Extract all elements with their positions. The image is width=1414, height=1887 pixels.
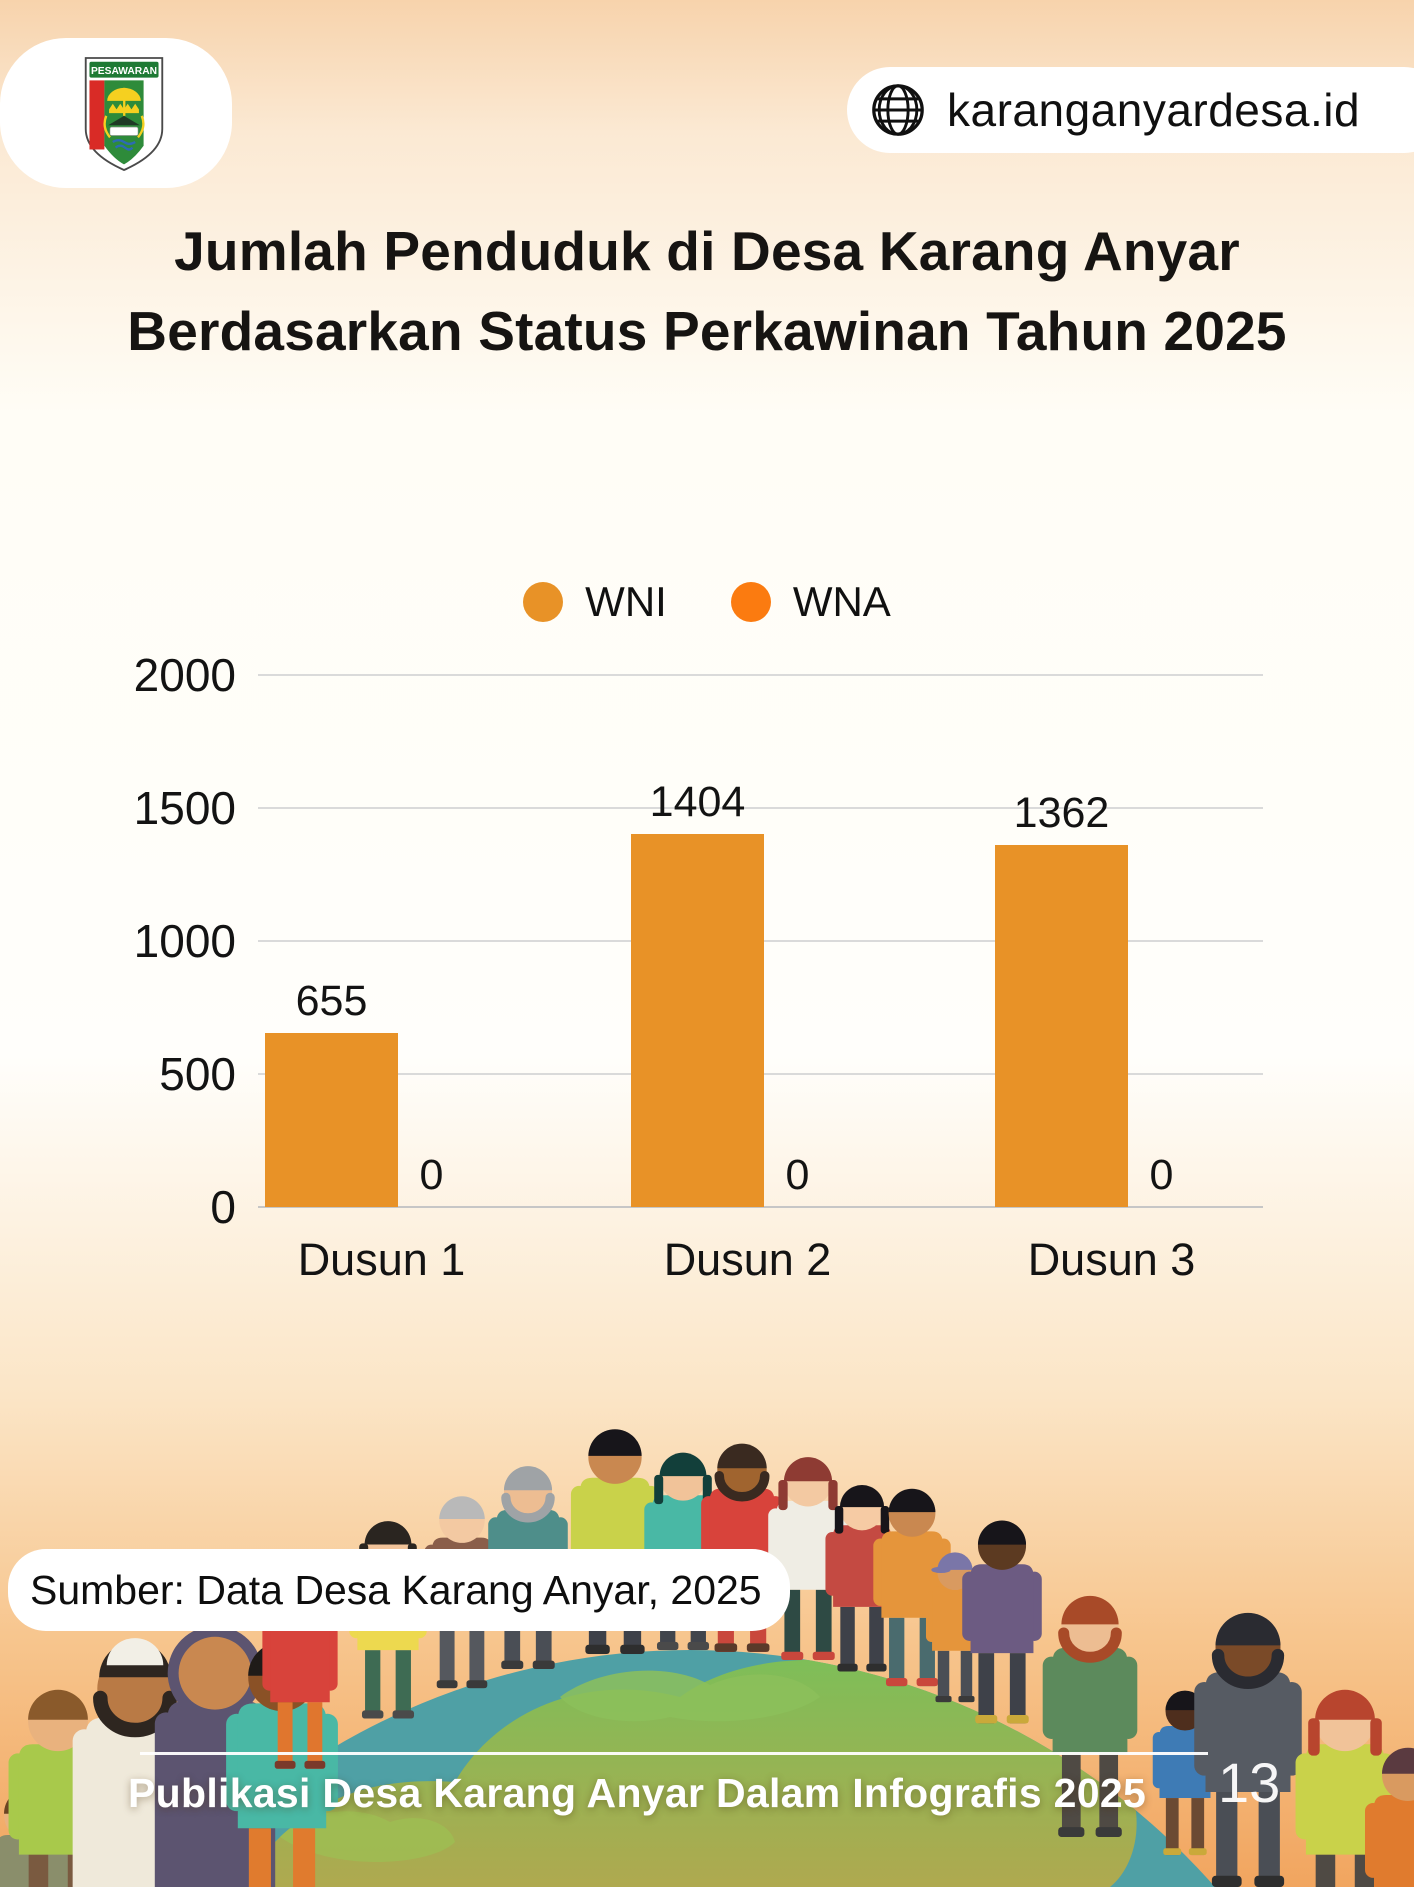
globe-icon bbox=[872, 84, 924, 136]
y-axis-tick: 1500 bbox=[133, 782, 236, 834]
person bbox=[768, 1457, 848, 1661]
bar-wni-2 bbox=[631, 834, 764, 1207]
person bbox=[1365, 1747, 1414, 1887]
crowd bbox=[0, 1429, 1414, 1887]
page-number: 13 bbox=[1218, 1751, 1281, 1814]
source-text: Sumber: Data Desa Karang Anyar, 2025 bbox=[30, 1566, 762, 1613]
page-title-line2: Berdasarkan Status Perkawinan Tahun 2025 bbox=[127, 299, 1287, 362]
footer-divider bbox=[140, 1752, 1208, 1755]
page-title-line1: Jumlah Penduduk di Desa Karang Anyar bbox=[174, 220, 1240, 282]
page-title: Jumlah Penduduk di Desa Karang Anyar Ber… bbox=[0, 212, 1414, 372]
gridline bbox=[258, 674, 1263, 676]
footer-text: Publikasi Desa Karang Anyar Dalam Infogr… bbox=[128, 1770, 1147, 1816]
website-pill[interactable]: karanganyardesa.id bbox=[847, 67, 1414, 153]
legend-label-wni: WNI bbox=[585, 578, 667, 625]
bar-value-label-zero: 0 bbox=[419, 1151, 444, 1199]
y-axis-tick: 2000 bbox=[133, 649, 236, 701]
bar-value-label-zero: 0 bbox=[1149, 1151, 1174, 1199]
person bbox=[1295, 1689, 1395, 1887]
bar-value-label-zero: 0 bbox=[785, 1151, 810, 1199]
person bbox=[962, 1520, 1042, 1724]
bar-value-label: 1362 bbox=[1013, 789, 1110, 837]
x-axis-label: Dusun 3 bbox=[1027, 1234, 1196, 1285]
legend-label-wna: WNA bbox=[792, 578, 891, 625]
person bbox=[1194, 1612, 1302, 1887]
bar-wni-3 bbox=[995, 845, 1128, 1207]
gridline bbox=[258, 1206, 1263, 1208]
y-axis-tick: 1000 bbox=[133, 915, 236, 967]
land-mass bbox=[240, 1659, 1137, 1887]
legend-item-wni: WNI bbox=[523, 578, 667, 626]
land-mass-small bbox=[560, 1670, 820, 1722]
x-axis-label: Dusun 1 bbox=[297, 1234, 466, 1285]
legend-item-wna: WNA bbox=[730, 578, 891, 626]
x-axis-label: Dusun 2 bbox=[663, 1234, 832, 1285]
wna-dot-icon bbox=[730, 582, 771, 622]
bar-value-label: 1404 bbox=[649, 778, 746, 826]
bar-wni-1 bbox=[265, 1033, 398, 1207]
source-pill: Sumber: Data Desa Karang Anyar, 2025 bbox=[8, 1549, 790, 1631]
gridline bbox=[258, 807, 1263, 809]
chart-legend: WNI WNA bbox=[0, 578, 1414, 626]
y-axis-tick: 0 bbox=[210, 1181, 236, 1233]
pesawaran-logo-icon: PESAWARAN bbox=[84, 57, 164, 172]
logo-banner-text: PESAWARAN bbox=[91, 66, 157, 77]
wni-dot-icon bbox=[523, 582, 564, 622]
person bbox=[1042, 1595, 1138, 1837]
website-url: karanganyardesa.id bbox=[947, 84, 1361, 136]
people-globe-illustration bbox=[0, 1429, 1414, 1887]
y-axis-tick: 500 bbox=[159, 1048, 236, 1100]
person bbox=[825, 1485, 899, 1672]
bar-value-label: 655 bbox=[295, 977, 368, 1025]
